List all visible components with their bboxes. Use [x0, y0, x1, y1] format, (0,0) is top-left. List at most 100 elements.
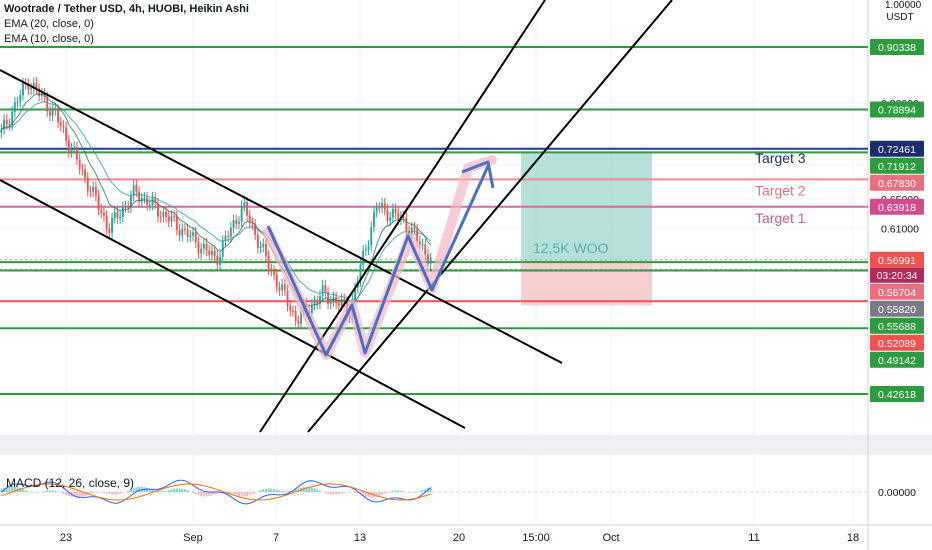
- macd-histogram-bar: [319, 490, 321, 492]
- trend-line: [0, 179, 466, 429]
- candle-body: [381, 203, 383, 208]
- macd-histogram-bar: [316, 489, 319, 492]
- price-tag-label: 0.56991: [878, 255, 916, 267]
- candle-body: [111, 218, 113, 233]
- candle-body: [286, 290, 289, 306]
- macd-histogram-bar: [219, 492, 221, 494]
- candle-body: [313, 301, 316, 305]
- macd-histogram-bar: [111, 492, 113, 495]
- macd-histogram-bar: [394, 490, 397, 492]
- macd-histogram-bar: [424, 489, 427, 492]
- macd-histogram-bar: [308, 486, 311, 492]
- candle-body: [378, 207, 381, 209]
- ema20-label: EMA (20, close, 0): [4, 18, 94, 30]
- price-tag-label: 0.55820: [878, 304, 916, 316]
- macd-histogram-bar: [24, 490, 27, 492]
- candle-body: [22, 83, 24, 96]
- macd-histogram-bar: [378, 492, 381, 496]
- macd-histogram-bar: [27, 491, 30, 492]
- candle-body: [421, 244, 424, 246]
- target-label: Target 1: [755, 210, 806, 226]
- candle-body: [103, 212, 105, 216]
- candle-body: [35, 82, 38, 90]
- ema10-label: EMA (10, close, 0): [4, 33, 94, 45]
- candle-body: [343, 298, 346, 302]
- candle-body: [340, 298, 343, 306]
- macd-histogram-bar: [200, 492, 203, 497]
- macd-histogram-bar: [22, 489, 24, 492]
- candle-body: [292, 310, 294, 312]
- candle-body: [19, 95, 22, 103]
- candle-body: [321, 285, 324, 297]
- x-tick-label: 11: [748, 532, 759, 544]
- macd-histogram-bar: [148, 488, 151, 492]
- candle-body: [383, 203, 386, 210]
- candle-body: [294, 311, 297, 321]
- candle-body: [227, 235, 230, 237]
- candle-body: [219, 256, 221, 265]
- price-tag-label: 0.72461: [878, 144, 916, 156]
- macd-histogram-bar: [270, 488, 273, 492]
- macd-histogram-bar: [302, 487, 305, 492]
- macd-histogram-bar: [157, 490, 159, 492]
- macd-histogram-bar: [418, 491, 421, 492]
- candle-body: [386, 209, 389, 221]
- price-tag-label: 0.63918: [878, 202, 916, 214]
- macd-histogram-bar: [138, 486, 140, 492]
- macd-histogram-bar: [159, 491, 162, 492]
- y-tick-label: 0.61000: [881, 223, 919, 235]
- candle-body: [162, 211, 165, 217]
- macd-histogram-bar: [327, 492, 329, 494]
- candle-body: [148, 204, 151, 206]
- candle-body: [246, 202, 248, 216]
- candle-body: [5, 119, 8, 125]
- candle-body: [16, 102, 19, 104]
- candle-body: [327, 292, 329, 304]
- candle-body: [329, 301, 332, 304]
- macd-histogram-bar: [213, 492, 216, 495]
- macd-histogram-bar: [329, 492, 332, 495]
- candle-body: [57, 110, 59, 123]
- macd-histogram-bar: [313, 488, 316, 492]
- time-axis-area: [0, 525, 932, 550]
- candle-body: [76, 147, 78, 160]
- macd-histogram-bar: [73, 492, 76, 498]
- candle-body: [13, 102, 16, 112]
- candle-body: [251, 223, 254, 225]
- macd-histogram-bar: [305, 486, 308, 492]
- macd-histogram-bar: [127, 490, 130, 492]
- candle-body: [62, 125, 65, 128]
- price-tag: [870, 101, 924, 118]
- candle-body: [373, 211, 375, 228]
- candle-body: [413, 227, 416, 230]
- macd-histogram-bar: [162, 491, 165, 492]
- x-tick-label: 20: [453, 532, 465, 544]
- candle-body: [138, 191, 140, 202]
- candle-body: [300, 311, 302, 324]
- candle-body: [337, 303, 340, 306]
- macd-histogram-bar: [232, 492, 235, 495]
- macd-histogram-bar: [132, 488, 135, 492]
- forecast-arrowhead: [461, 160, 495, 189]
- price-tag: [870, 251, 924, 268]
- candle-body: [184, 229, 186, 231]
- x-tick-label: 15:00: [522, 532, 550, 544]
- candle-body: [84, 169, 86, 178]
- macd-histogram-bar: [243, 492, 246, 497]
- chart-legend: Wootrade / Tether USD, 4h, HUOBI, Heikin…: [4, 2, 249, 47]
- macd-histogram-bar: [254, 492, 257, 493]
- candle-body: [124, 206, 127, 208]
- macd-histogram-bar: [192, 492, 194, 493]
- candle-body: [289, 305, 292, 311]
- macd-histogram-bar: [367, 492, 370, 498]
- x-tick-label: Oct: [602, 532, 619, 544]
- macd-histogram-bar: [389, 491, 392, 492]
- candle-body: [405, 217, 408, 231]
- candle-body: [30, 88, 32, 90]
- macd-histogram-bar: [381, 492, 383, 495]
- candle-body: [197, 242, 200, 254]
- price-tag: [870, 300, 924, 317]
- candle-body: [121, 207, 124, 217]
- macd-histogram-bar: [35, 492, 38, 493]
